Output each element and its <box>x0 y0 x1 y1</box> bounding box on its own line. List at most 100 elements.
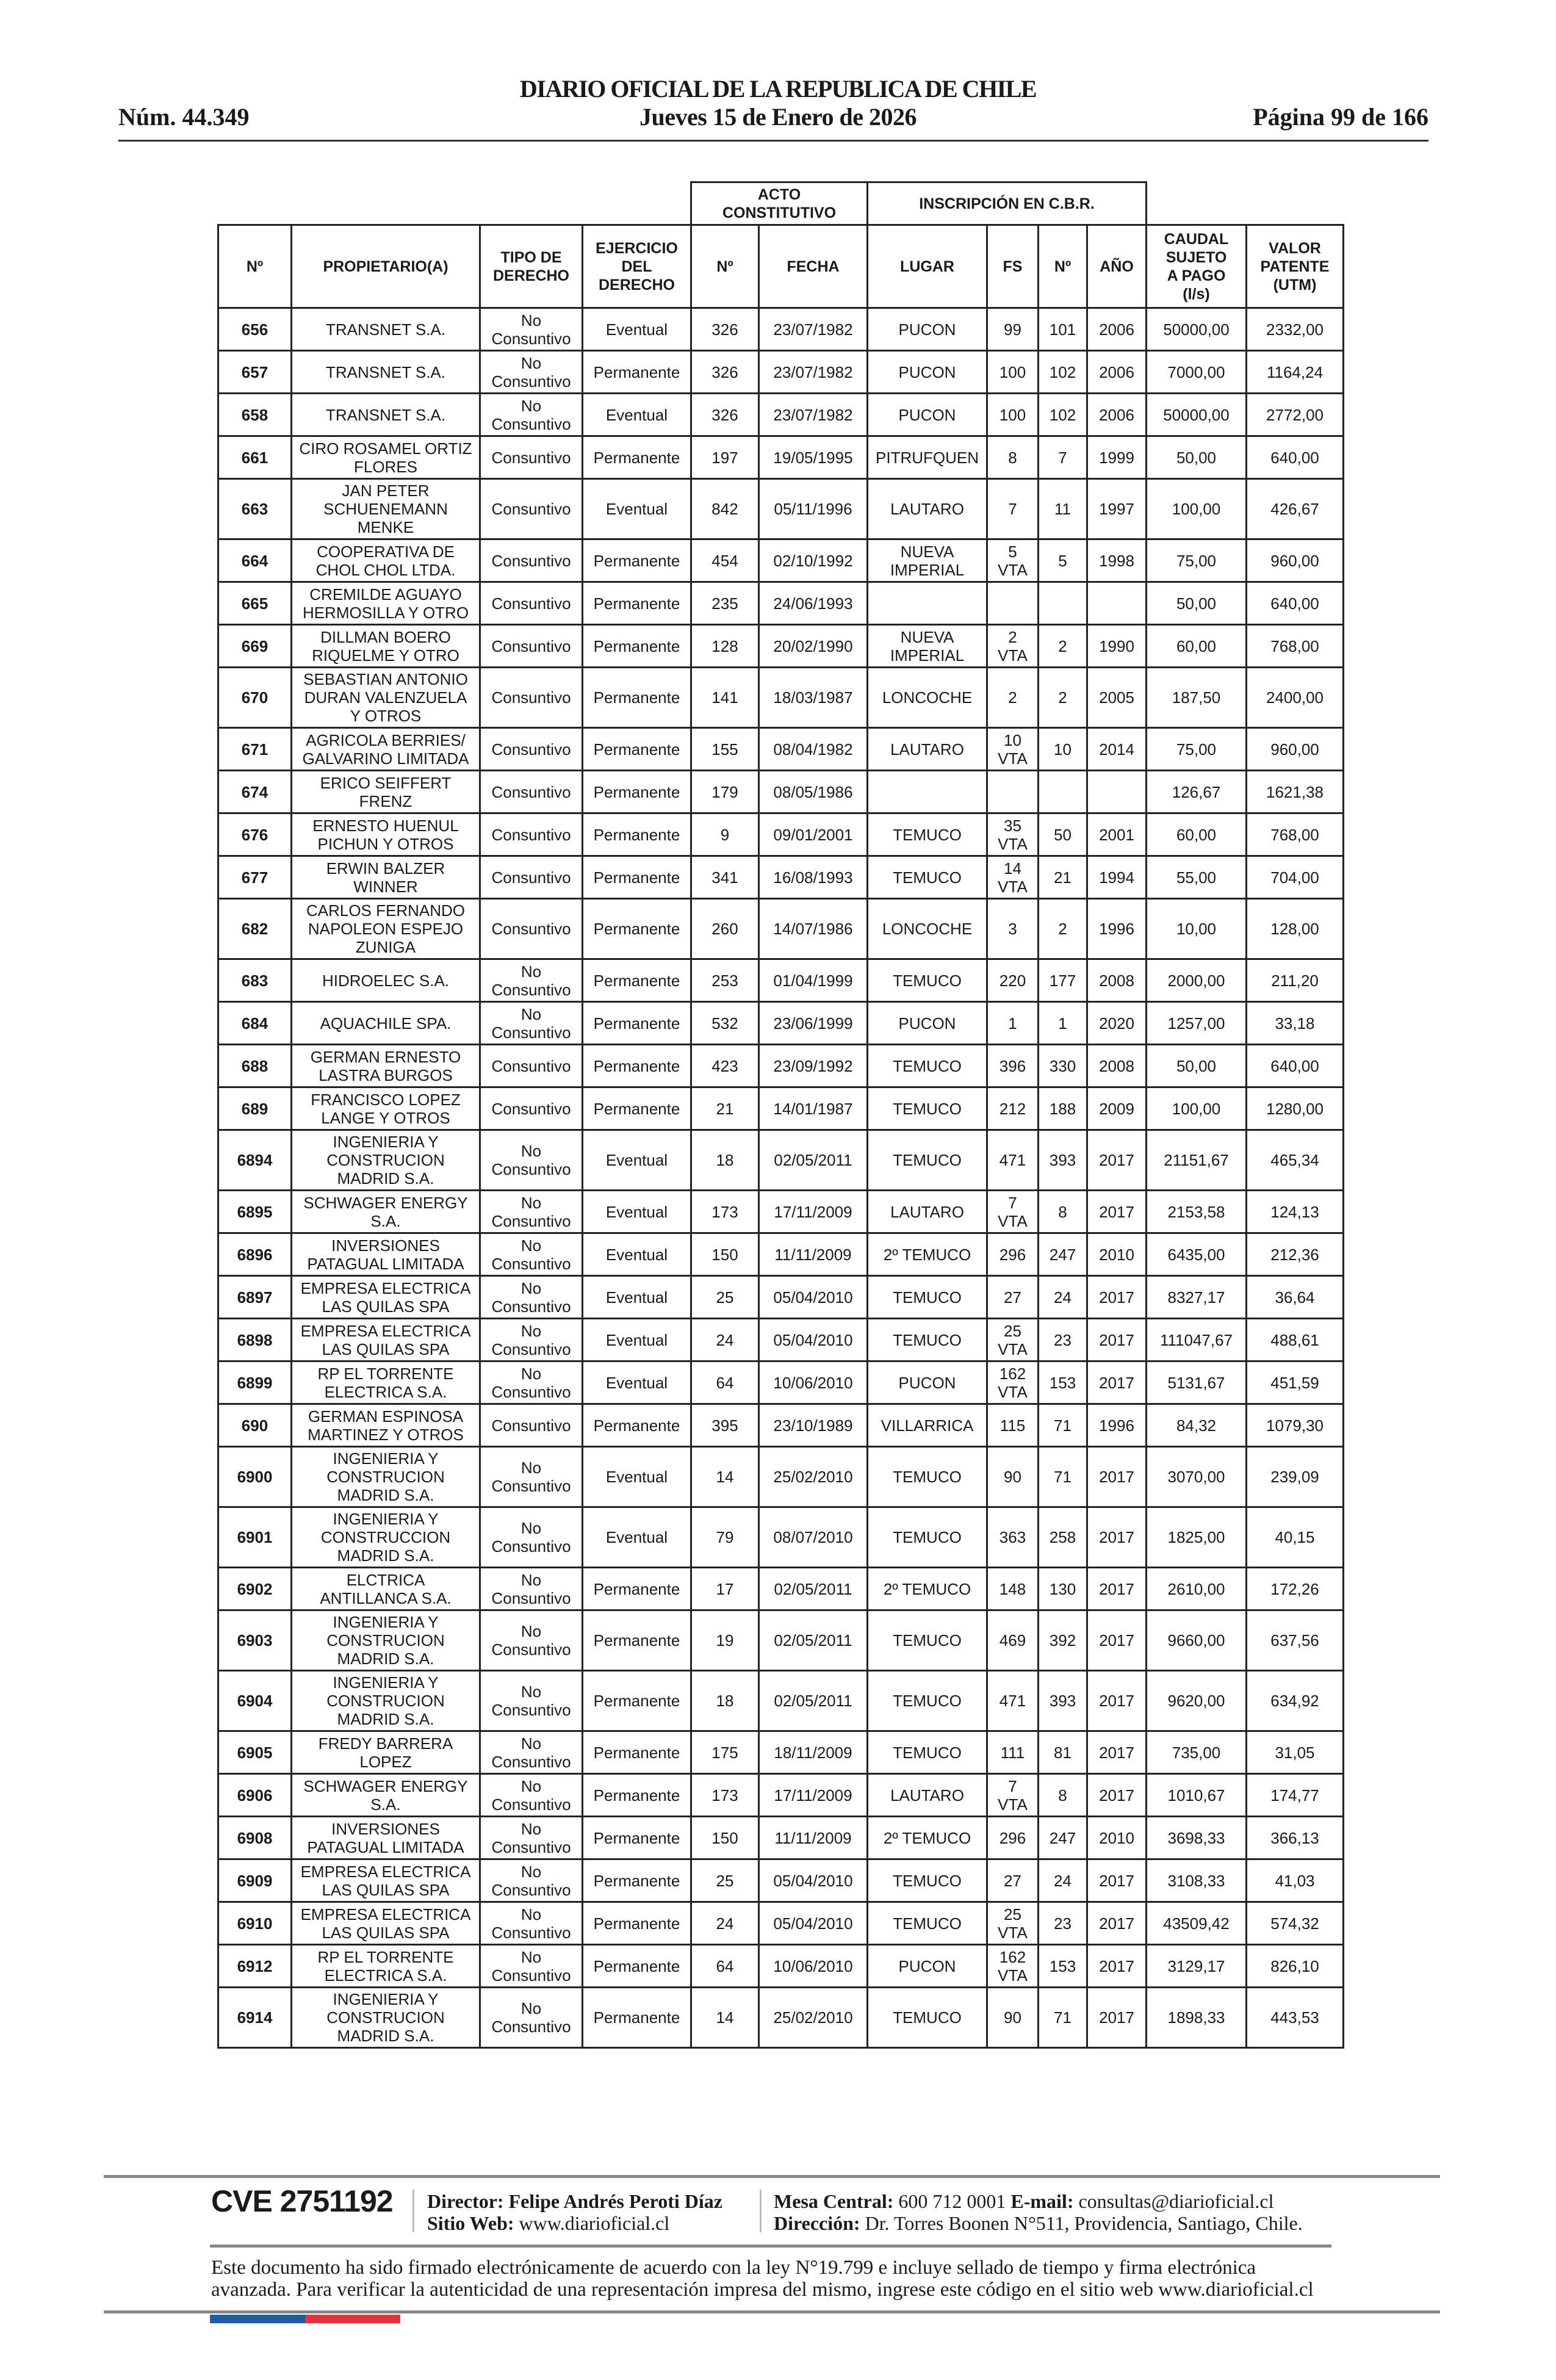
cell-acto-nro: 326 <box>690 307 760 352</box>
column-header-nro: Nº <box>217 224 292 309</box>
cell-propietario: SCHWAGER ENERGY S.A. <box>290 1189 481 1234</box>
cell-caudal: 10,00 <box>1145 898 1247 960</box>
cell-acto-fecha: 02/05/2011 <box>758 1129 868 1191</box>
cell-valor-patente: 826,10 <box>1245 1944 1344 1988</box>
cell-tipo-derecho: Consuntivo <box>479 898 583 960</box>
cell-cbr-fs: 27 <box>986 1275 1039 1319</box>
table-row: 661 CIRO ROSAMEL ORTIZ FLORES Consuntivo Pe… <box>217 435 1344 480</box>
cell-nro: 6895 <box>217 1189 292 1234</box>
cell-cbr-anio: 2010 <box>1086 1816 1147 1860</box>
table-row: 6894 INGENIERIA Y CONSTRUCION MADRID S.A.… <box>217 1129 1344 1191</box>
cell-tipo-derecho: No Consuntivo <box>479 1275 583 1319</box>
cell-acto-nro: 395 <box>690 1403 760 1448</box>
cell-ejercicio-derecho: Eventual <box>582 1275 692 1319</box>
cell-nro: 6908 <box>217 1816 292 1860</box>
table-row: 683 HIDROELEC S.A. No Consuntivo Permanente… <box>217 958 1344 1003</box>
cell-tipo-derecho: No Consuntivo <box>479 1609 583 1671</box>
cell-propietario: ELCTRICA ANTILLANCA S.A. <box>290 1567 481 1611</box>
cell-propietario: CIRO ROSAMEL ORTIZ FLORES <box>290 435 481 480</box>
cell-nro: 663 <box>217 478 292 540</box>
cell-acto-fecha: 05/11/1996 <box>758 478 868 540</box>
cell-acto-nro: 326 <box>690 392 760 437</box>
cell-cbr-lugar: PUCON <box>866 1360 988 1405</box>
table-row: 6897 EMPRESA ELECTRICA LAS QUILAS SPA No C… <box>217 1275 1344 1319</box>
cell-cbr-nro: 188 <box>1037 1086 1088 1131</box>
cell-cbr-fs: 2 VTA <box>986 624 1039 668</box>
cell-cbr-nro: 2 <box>1037 898 1088 960</box>
cell-cbr-nro: 177 <box>1037 958 1088 1003</box>
cell-acto-fecha: 02/05/2011 <box>758 1670 868 1732</box>
cell-ejercicio-derecho: Permanente <box>582 1567 692 1611</box>
table-row: 665 CREMILDE AGUAYO HERMOSILLA Y OTRO Cons… <box>217 581 1344 626</box>
cell-acto-nro: 17 <box>690 1567 760 1611</box>
cell-cbr-nro: 247 <box>1037 1232 1088 1277</box>
cell-nro: 682 <box>217 898 292 960</box>
cell-acto-fecha: 23/09/1992 <box>758 1044 868 1088</box>
cell-cbr-lugar: TEMUCO <box>866 812 988 857</box>
cell-cbr-fs: 5 VTA <box>986 538 1039 583</box>
cell-propietario: GERMAN ERNESTO LASTRA BURGOS <box>290 1044 481 1088</box>
cell-cbr-anio: 1999 <box>1086 435 1147 480</box>
email-link[interactable]: consultas@diarioficial.cl <box>1078 2190 1274 2212</box>
cell-propietario: HIDROELEC S.A. <box>290 958 481 1003</box>
divider <box>760 2190 762 2232</box>
group-header-inscripcion: INSCRIPCIÓN EN C.B.R. <box>866 181 1147 226</box>
cell-cbr-anio: 2017 <box>1086 1773 1147 1817</box>
cell-cbr-fs: 115 <box>986 1403 1039 1448</box>
cell-cbr-lugar: LAUTARO <box>866 1773 988 1817</box>
cell-ejercicio-derecho: Permanente <box>582 581 692 626</box>
cell-propietario: ERNESTO HUENUL PICHUN Y OTROS <box>290 812 481 857</box>
cell-nro: 6905 <box>217 1730 292 1775</box>
cell-ejercicio-derecho: Permanente <box>582 1944 692 1988</box>
table-row: 6898 EMPRESA ELECTRICA LAS QUILAS SPA No C… <box>217 1318 1344 1362</box>
cell-acto-fecha: 05/04/2010 <box>758 1318 868 1362</box>
cell-cbr-anio: 2008 <box>1086 1044 1147 1088</box>
cell-cbr-fs <box>986 581 1039 626</box>
cell-cbr-anio <box>1086 770 1147 814</box>
footer-mid-rule <box>210 2245 1331 2248</box>
cell-caudal: 55,00 <box>1145 855 1247 900</box>
table-row: 6895 SCHWAGER ENERGY S.A. No Consuntivo Eve… <box>217 1189 1344 1234</box>
cell-tipo-derecho: No Consuntivo <box>479 1670 583 1732</box>
column-header-acto-nro: Nº <box>690 224 760 309</box>
cell-cbr-lugar: LONCOCHE <box>866 898 988 960</box>
cell-valor-patente: 960,00 <box>1245 538 1344 583</box>
cell-propietario: TRANSNET S.A. <box>290 307 481 352</box>
table-body: 656 TRANSNET S.A. No Consuntivo Eventual 326… <box>217 307 1344 2049</box>
cell-propietario: DILLMAN BOERO RIQUELME Y OTRO <box>290 624 481 668</box>
cell-cbr-anio: 1994 <box>1086 855 1147 900</box>
table-row: 6905 FREDY BARRERA LOPEZ No Consuntivo Perm… <box>217 1730 1344 1775</box>
cell-cbr-fs: 100 <box>986 392 1039 437</box>
cell-tipo-derecho: Consuntivo <box>479 855 583 900</box>
table-row: 663 JAN PETER SCHUENEMANN MENKE Consuntivo… <box>217 478 1344 540</box>
address: Dr. Torres Boonen N°511, Providencia, Sa… <box>865 2212 1303 2234</box>
cell-cbr-anio: 2006 <box>1086 350 1147 394</box>
cell-cbr-anio: 2010 <box>1086 1232 1147 1277</box>
cell-cbr-fs: 212 <box>986 1086 1039 1131</box>
cell-valor-patente: 637,56 <box>1245 1609 1344 1671</box>
cell-caudal: 2610,00 <box>1145 1567 1247 1611</box>
cell-cbr-fs: 2 <box>986 666 1039 729</box>
cell-valor-patente: 33,18 <box>1245 1001 1344 1045</box>
cell-cbr-lugar: NUEVA IMPERIAL <box>866 624 988 668</box>
cell-tipo-derecho: No Consuntivo <box>479 1773 583 1817</box>
cell-caudal: 126,67 <box>1145 770 1247 814</box>
cell-cbr-nro: 23 <box>1037 1318 1088 1362</box>
cell-ejercicio-derecho: Eventual <box>582 392 692 437</box>
cell-cbr-nro: 24 <box>1037 1275 1088 1319</box>
cell-caudal: 6435,00 <box>1145 1232 1247 1277</box>
cell-acto-nro: 128 <box>690 624 760 668</box>
cell-acto-fecha: 23/07/1982 <box>758 307 868 352</box>
website-link[interactable]: www.diarioficial.cl <box>519 2212 670 2234</box>
cell-cbr-lugar: TEMUCO <box>866 1901 988 1945</box>
cell-ejercicio-derecho: Permanente <box>582 1730 692 1775</box>
cell-propietario: COOPERATIVA DE CHOL CHOL LTDA. <box>290 538 481 583</box>
cell-valor-patente: 768,00 <box>1245 624 1344 668</box>
phone-label: Mesa Central: <box>774 2190 894 2212</box>
cell-cbr-nro: 7 <box>1037 435 1088 480</box>
cell-acto-fecha: 11/11/2009 <box>758 1816 868 1860</box>
cell-tipo-derecho: No Consuntivo <box>479 1730 583 1775</box>
cell-acto-nro: 14 <box>690 1986 760 2049</box>
cell-tipo-derecho: Consuntivo <box>479 435 583 480</box>
cell-caudal: 60,00 <box>1145 624 1247 668</box>
